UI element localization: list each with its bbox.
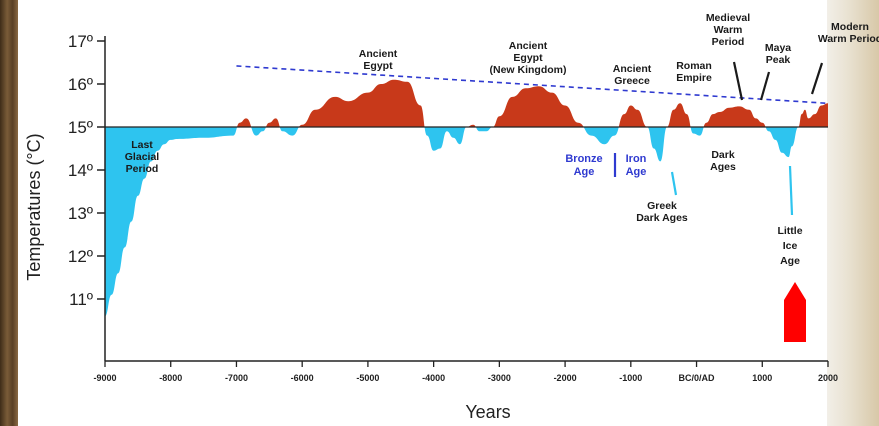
- y-tick-label: 14º: [68, 161, 93, 180]
- annotation-label: Ancient Egypt (New Kingdom): [490, 40, 567, 76]
- x-tick-label: -8000: [159, 373, 182, 383]
- little-ice-age-marker-arrow: [784, 282, 806, 342]
- annotation-label: Last Glacial Period: [125, 139, 160, 175]
- x-tick-label: -5000: [356, 373, 379, 383]
- x-tick-label: -2000: [554, 373, 577, 383]
- annotation-label: Roman Empire: [676, 60, 712, 84]
- little-ice-age-pointer: [788, 165, 794, 216]
- warm-anomaly-area: [105, 79, 828, 127]
- x-tick-label: -1000: [619, 373, 642, 383]
- x-tick-label: -9000: [93, 373, 116, 383]
- annotation-label: Modern Warm Period: [818, 21, 879, 45]
- annotation-label: Iron Age: [626, 153, 647, 178]
- annotation-label: Bronze Age: [565, 153, 602, 178]
- x-tick-label: -7000: [225, 373, 248, 383]
- chart-panel: [18, 0, 827, 426]
- annotation-label: Ancient Egypt: [359, 48, 398, 72]
- y-tick-label: 11º: [69, 290, 93, 309]
- annotation-label: Dark Ages: [710, 149, 736, 173]
- maya-peak-pointer: [759, 71, 771, 101]
- x-tick-label: -3000: [488, 373, 511, 383]
- x-tick-label: -4000: [422, 373, 445, 383]
- annotation-label: Ancient Greece: [613, 63, 652, 87]
- y-tick-label: 15º: [68, 118, 93, 137]
- medieval-warm-pointer: [732, 61, 744, 101]
- annotation-label: Little Ice Age: [777, 225, 802, 267]
- annotation-label: Medieval Warm Period: [706, 12, 750, 48]
- y-axis-title: Temperatures (°C): [24, 133, 44, 280]
- annotation-label: Greek Dark Ages: [636, 200, 688, 224]
- x-axis-title: Years: [465, 402, 510, 422]
- x-tick-label: -6000: [291, 373, 314, 383]
- right-frame: [827, 0, 879, 426]
- y-tick-label: 12º: [68, 247, 93, 266]
- annotation-layer: Last Glacial Period Ancient Egypt Ancient Egyp…: [125, 12, 879, 267]
- y-tick-label: 13º: [68, 204, 93, 223]
- greek-dark-ages-pointer: [670, 171, 678, 196]
- y-axis-ticks: 11º 12º 13º 14º 15º 16º 17º: [68, 32, 105, 309]
- x-tick-label: BC/0/AD: [679, 373, 716, 383]
- annotation-label: Maya Peak: [765, 42, 791, 66]
- area-layer: [105, 79, 828, 317]
- modern-warm-pointer: [810, 62, 824, 95]
- x-tick-label: 2000: [818, 373, 838, 383]
- y-tick-label: 16º: [68, 75, 93, 94]
- left-frame: [0, 0, 18, 426]
- x-tick-label: 1000: [752, 373, 772, 383]
- annotation-pointers: [613, 61, 824, 216]
- x-axis-ticks: -9000 -8000 -7000 -6000 -5000 -4000 -3000 -2000…: [93, 361, 838, 383]
- y-tick-label: 17º: [68, 32, 93, 51]
